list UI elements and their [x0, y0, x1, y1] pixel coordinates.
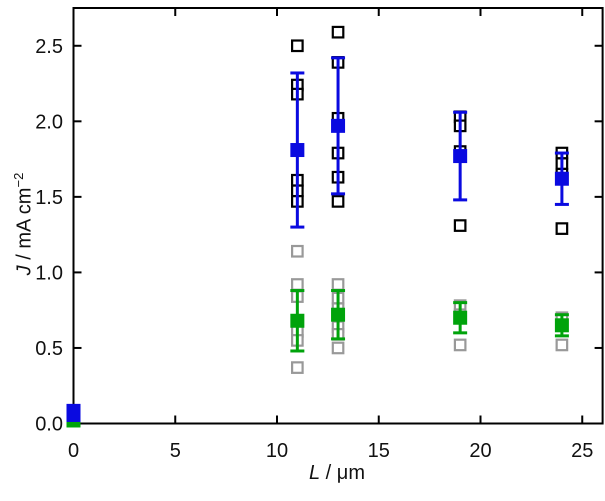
x-axis-label: L / μm: [237, 461, 437, 487]
x-axis-quantity: L: [309, 462, 321, 484]
x-tick-label: 25: [571, 440, 593, 462]
y-tick-label: 0.0: [35, 414, 63, 436]
y-axis-label: J / mA cm−2: [7, 92, 36, 356]
x-axis-separator: /: [320, 462, 337, 484]
individual-gray-point: [291, 244, 304, 258]
individual-gray-point: [331, 341, 345, 355]
x-axis-unit: μm: [336, 462, 365, 484]
individual-dark-point: [291, 39, 304, 53]
y-axis-unit-exponent: −2: [11, 172, 26, 188]
individual-dark-point: [331, 25, 345, 39]
individual-dark-point: [331, 195, 345, 208]
mean-green-point: [290, 313, 305, 328]
mean-green-point: [554, 318, 569, 333]
mean-blue-point: [554, 171, 569, 186]
mean-blue-point: [66, 405, 81, 420]
x-tick-label: 15: [368, 440, 390, 462]
y-tick-label: 1.0: [35, 262, 63, 284]
individual-dark-point: [453, 219, 467, 232]
mean-blue-point: [290, 143, 305, 158]
mean-blue-point: [453, 149, 468, 164]
individual-dark-point: [555, 222, 569, 235]
x-tick-label: 5: [170, 440, 181, 462]
mean-green-point: [453, 310, 468, 325]
x-tick-label: 10: [266, 440, 288, 462]
x-tick-label: 20: [469, 440, 491, 462]
plot-frame: [72, 7, 604, 425]
mean-green-point: [331, 307, 346, 322]
individual-gray-point: [291, 278, 304, 291]
y-tick-label: 0.5: [35, 338, 63, 360]
y-axis-unit: mA cm: [13, 187, 36, 249]
y-tick-label: 1.5: [35, 187, 63, 209]
y-tick-label: 2.0: [35, 111, 63, 133]
individual-gray-point: [291, 361, 304, 374]
y-axis-quantity: J: [13, 265, 36, 276]
individual-gray-point: [453, 338, 467, 352]
y-axis-separator: /: [13, 248, 36, 266]
individual-gray-point: [331, 278, 345, 291]
x-tick-label: 0: [68, 440, 79, 462]
mean-blue-point: [331, 118, 346, 133]
y-tick-label: 2.5: [35, 36, 63, 58]
individual-gray-point: [555, 338, 569, 352]
